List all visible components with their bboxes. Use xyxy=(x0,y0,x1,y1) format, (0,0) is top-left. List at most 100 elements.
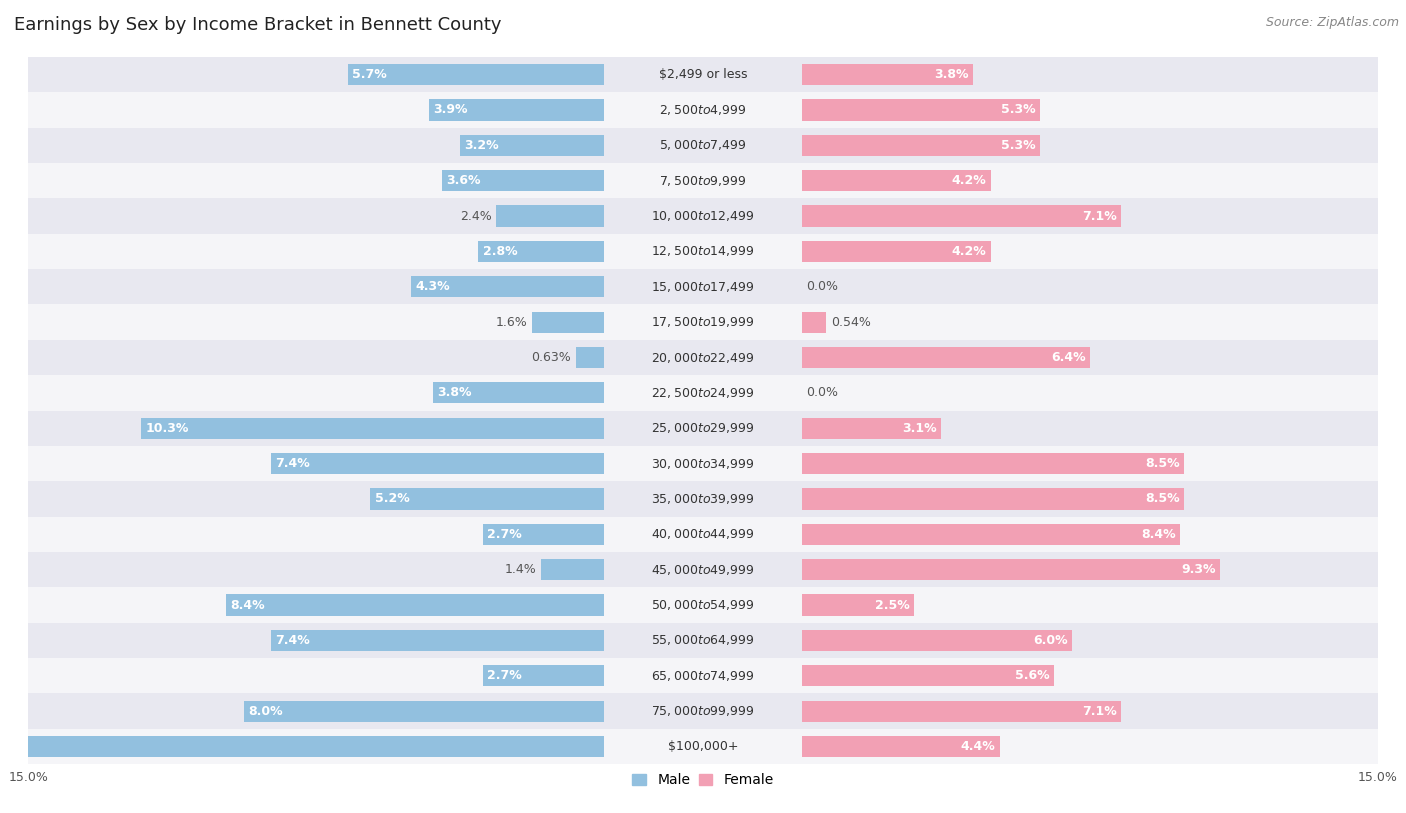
Text: 7.1%: 7.1% xyxy=(1083,210,1116,223)
Bar xyxy=(28,729,1378,764)
Text: $15,000 to $17,499: $15,000 to $17,499 xyxy=(651,280,755,293)
Bar xyxy=(28,304,1378,340)
Text: Earnings by Sex by Income Bracket in Bennett County: Earnings by Sex by Income Bracket in Ben… xyxy=(14,16,502,34)
Bar xyxy=(801,206,1122,227)
Text: 5.6%: 5.6% xyxy=(1015,669,1049,682)
Bar xyxy=(801,665,1054,686)
Bar xyxy=(28,340,1378,375)
Text: $2,499 or less: $2,499 or less xyxy=(659,68,747,81)
Text: $75,000 to $99,999: $75,000 to $99,999 xyxy=(651,704,755,718)
Bar xyxy=(28,411,1378,446)
Bar xyxy=(245,701,605,722)
Bar xyxy=(271,453,605,474)
Bar xyxy=(370,489,605,510)
Text: 4.2%: 4.2% xyxy=(952,174,987,187)
Bar xyxy=(801,135,1040,156)
Text: $12,500 to $14,999: $12,500 to $14,999 xyxy=(651,245,755,259)
Bar xyxy=(28,198,1378,234)
Text: 0.54%: 0.54% xyxy=(831,315,870,328)
Bar xyxy=(28,163,1378,198)
Text: 2.7%: 2.7% xyxy=(486,528,522,541)
Bar xyxy=(28,659,1378,693)
Text: $100,000+: $100,000+ xyxy=(668,740,738,753)
Bar xyxy=(801,241,991,262)
Text: $2,500 to $4,999: $2,500 to $4,999 xyxy=(659,103,747,117)
Text: 5.2%: 5.2% xyxy=(374,493,409,506)
Text: 2.4%: 2.4% xyxy=(460,210,492,223)
Bar xyxy=(482,665,605,686)
Bar xyxy=(801,701,1122,722)
Bar xyxy=(801,347,1090,368)
Text: 8.5%: 8.5% xyxy=(1146,457,1180,470)
Text: Source: ZipAtlas.com: Source: ZipAtlas.com xyxy=(1265,16,1399,29)
Text: 5.7%: 5.7% xyxy=(352,68,387,81)
Text: $17,500 to $19,999: $17,500 to $19,999 xyxy=(651,315,755,329)
Text: $22,500 to $24,999: $22,500 to $24,999 xyxy=(651,386,755,400)
Bar xyxy=(801,453,1184,474)
Bar xyxy=(28,552,1378,587)
Bar xyxy=(801,64,973,85)
Bar xyxy=(496,206,605,227)
Text: 2.5%: 2.5% xyxy=(875,598,910,611)
Bar xyxy=(801,489,1184,510)
Text: $30,000 to $34,999: $30,000 to $34,999 xyxy=(651,457,755,471)
Text: 3.1%: 3.1% xyxy=(903,422,936,435)
Bar xyxy=(801,559,1220,580)
Text: 8.4%: 8.4% xyxy=(231,598,266,611)
Bar xyxy=(28,57,1378,92)
Text: 7.4%: 7.4% xyxy=(276,457,311,470)
Bar xyxy=(801,630,1071,651)
Text: $65,000 to $74,999: $65,000 to $74,999 xyxy=(651,669,755,683)
Bar xyxy=(28,376,1378,411)
Bar xyxy=(801,524,1180,545)
Text: 7.1%: 7.1% xyxy=(1083,705,1116,718)
Text: 0.63%: 0.63% xyxy=(531,351,571,364)
Text: 3.8%: 3.8% xyxy=(934,68,969,81)
Bar xyxy=(347,64,605,85)
Bar xyxy=(411,276,605,298)
Text: 4.4%: 4.4% xyxy=(960,740,995,753)
Text: $35,000 to $39,999: $35,000 to $39,999 xyxy=(651,492,755,506)
Text: $20,000 to $22,499: $20,000 to $22,499 xyxy=(651,350,755,364)
Bar xyxy=(441,170,605,191)
Text: $5,000 to $7,499: $5,000 to $7,499 xyxy=(659,138,747,152)
Bar xyxy=(801,418,942,439)
Text: 6.4%: 6.4% xyxy=(1050,351,1085,364)
Text: 6.0%: 6.0% xyxy=(1033,634,1067,647)
Text: $50,000 to $54,999: $50,000 to $54,999 xyxy=(651,598,755,612)
Bar xyxy=(28,233,1378,269)
Bar xyxy=(801,170,991,191)
Text: 8.5%: 8.5% xyxy=(1146,493,1180,506)
Text: 4.2%: 4.2% xyxy=(952,245,987,258)
Text: 3.8%: 3.8% xyxy=(437,386,472,399)
Bar xyxy=(575,347,605,368)
Bar xyxy=(28,446,1378,481)
Text: 2.7%: 2.7% xyxy=(486,669,522,682)
Text: 0.0%: 0.0% xyxy=(807,386,838,399)
Bar xyxy=(801,594,914,615)
Text: 3.6%: 3.6% xyxy=(447,174,481,187)
Bar xyxy=(271,630,605,651)
Text: 5.3%: 5.3% xyxy=(1001,103,1036,116)
Text: 5.3%: 5.3% xyxy=(1001,139,1036,152)
Bar xyxy=(801,99,1040,120)
Text: 1.4%: 1.4% xyxy=(505,563,537,576)
Text: 3.2%: 3.2% xyxy=(464,139,499,152)
Text: $10,000 to $12,499: $10,000 to $12,499 xyxy=(651,209,755,223)
Bar xyxy=(28,92,1378,128)
Bar xyxy=(28,269,1378,304)
Text: 2.8%: 2.8% xyxy=(482,245,517,258)
Bar xyxy=(429,99,605,120)
Bar xyxy=(433,382,605,403)
Bar xyxy=(28,623,1378,659)
Legend: Male, Female: Male, Female xyxy=(627,767,779,793)
Bar xyxy=(801,736,1000,757)
Text: 0.0%: 0.0% xyxy=(807,280,838,293)
Bar xyxy=(541,559,605,580)
Bar xyxy=(460,135,605,156)
Bar xyxy=(28,481,1378,517)
Text: 8.4%: 8.4% xyxy=(1140,528,1175,541)
Text: $25,000 to $29,999: $25,000 to $29,999 xyxy=(651,421,755,435)
Bar xyxy=(28,517,1378,552)
Text: 10.3%: 10.3% xyxy=(145,422,188,435)
